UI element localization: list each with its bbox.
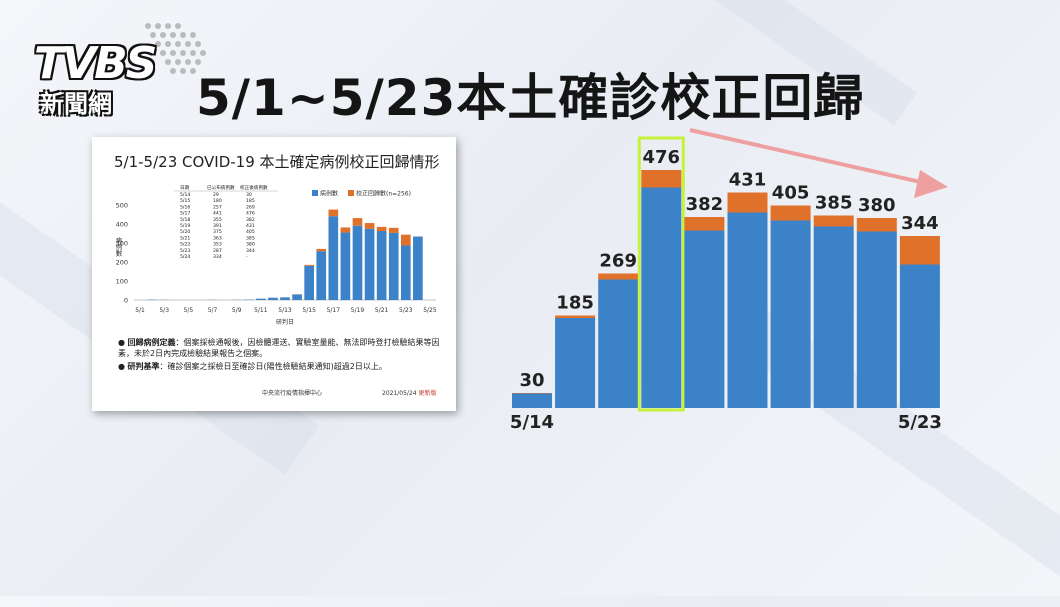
bar-total-label: 476 — [643, 147, 681, 168]
bar-backlog — [900, 236, 940, 265]
bar-backlog — [512, 393, 552, 394]
bar-cases — [728, 213, 768, 409]
x-axis-label-end: 5/23 — [898, 412, 942, 433]
bar-cases — [900, 265, 940, 409]
bar-total-label: 344 — [901, 213, 939, 234]
bar-backlog — [814, 216, 854, 227]
bar-total-label: 269 — [599, 251, 637, 272]
trend-arrow-line — [690, 130, 925, 183]
bar-backlog — [771, 206, 811, 221]
bar-total-label: 385 — [815, 193, 853, 214]
trend-arrowhead-icon — [914, 170, 948, 198]
bar-cases — [814, 227, 854, 409]
x-axis-label-start: 5/14 — [510, 412, 554, 433]
bar-backlog — [728, 193, 768, 213]
bar-cases — [684, 231, 724, 409]
bar-total-label: 405 — [772, 183, 810, 204]
bar-total-label: 382 — [686, 194, 724, 215]
bar-cases — [512, 394, 552, 409]
bar-backlog — [555, 316, 595, 319]
bar-cases — [857, 232, 897, 409]
bar-backlog — [684, 217, 724, 231]
bar-total-label: 30 — [519, 370, 544, 391]
bar-cases — [771, 221, 811, 409]
bar-total-label: 380 — [858, 195, 896, 216]
bar-backlog — [598, 274, 638, 280]
bar-backlog — [641, 170, 681, 188]
bar-cases — [598, 280, 638, 409]
bar-total-label: 185 — [556, 293, 594, 314]
bar-cases — [555, 318, 595, 408]
bar-backlog — [857, 218, 897, 232]
bar-total-label: 431 — [729, 170, 767, 191]
bar-cases — [641, 188, 681, 409]
